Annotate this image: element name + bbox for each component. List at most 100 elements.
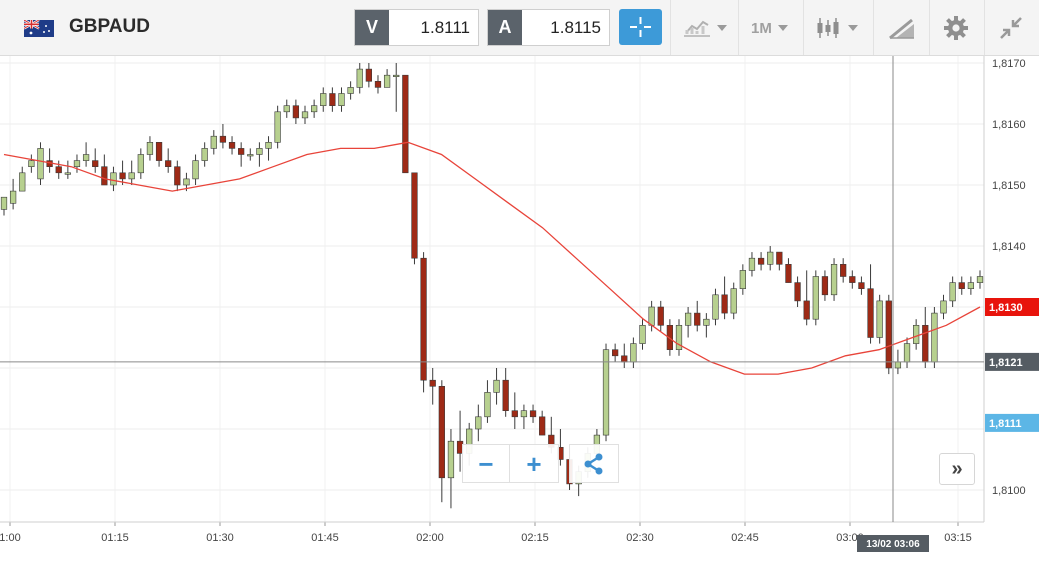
candle-up (712, 294, 719, 320)
candle-up (602, 349, 610, 436)
chevron-down-icon (777, 25, 788, 31)
candle-down (803, 300, 810, 320)
candle-up (648, 306, 655, 326)
crosshair-price-label: 1,8121 (989, 357, 1023, 369)
y-tick-label: 1,8100 (992, 485, 1026, 497)
candle-down (657, 306, 664, 326)
crosshair-button[interactable] (619, 9, 662, 45)
candle-up (256, 148, 263, 155)
candle-up (311, 105, 318, 113)
x-tick-label: 02:30 (626, 532, 654, 544)
candle-up (82, 154, 90, 161)
x-tick-label: 02:15 (521, 532, 549, 544)
ask-label: A (488, 10, 522, 45)
candle-down (292, 105, 300, 119)
candle-down (502, 379, 509, 412)
current-price-label: 1,8111 (989, 418, 1021, 430)
candle-up (812, 276, 819, 320)
toolbar: GBPAUD V 1.8111 A 1.8115 1M (0, 0, 1039, 56)
candle-down (438, 385, 445, 479)
candle-up (128, 172, 135, 180)
candle-up (931, 312, 938, 363)
candle-up (347, 87, 354, 94)
candle-down (411, 172, 418, 259)
candle-down (612, 349, 619, 357)
candle-up (639, 324, 646, 344)
candle-up (146, 142, 154, 155)
bid-label: V (355, 10, 389, 45)
candle-up (630, 343, 637, 363)
candle-up (767, 251, 774, 265)
chart-type-icon (684, 20, 710, 37)
zoom-in-button[interactable]: + (509, 444, 559, 483)
candle-down (365, 68, 372, 82)
ma-price-label: 1,8130 (989, 302, 1023, 314)
y-tick-label: 1,8160 (992, 119, 1026, 131)
candle-down (849, 276, 856, 283)
candle-down (785, 264, 792, 283)
settings-button[interactable] (943, 12, 969, 44)
candle-up (274, 111, 281, 143)
candle-up (703, 318, 710, 326)
candle-up (894, 361, 902, 369)
bid-price-button[interactable]: V 1.8111 (354, 9, 479, 46)
candle-up (210, 135, 217, 149)
share-button[interactable] (569, 444, 619, 483)
candle-up (265, 142, 272, 149)
plus-icon: + (526, 448, 542, 479)
collapse-button[interactable] (998, 12, 1024, 44)
x-tick-label: 01:45 (311, 532, 339, 544)
candle-up (73, 160, 81, 167)
chart-type-dropdown[interactable] (683, 12, 727, 44)
candle-up (520, 410, 528, 418)
x-tick-label: 03:15 (944, 532, 972, 544)
ask-value: 1.8115 (550, 17, 601, 37)
candle-up (28, 160, 35, 167)
settings-gear-icon (944, 16, 968, 40)
period-dropdown[interactable]: 1M (751, 12, 788, 44)
y-tick-label: 1,8150 (992, 180, 1026, 192)
candle-down (174, 166, 181, 186)
candle-up (356, 68, 363, 88)
candle-up (137, 154, 144, 174)
scroll-right-button[interactable]: » (939, 453, 975, 485)
ask-price-button[interactable]: A 1.8115 (487, 9, 610, 46)
candle-up (684, 312, 692, 326)
candle-down (757, 257, 765, 265)
candle-up (110, 172, 117, 186)
candle-down (329, 93, 336, 106)
drawing-tools-button[interactable] (888, 12, 916, 44)
x-tick-label: 02:45 (731, 532, 759, 544)
candle-up (949, 282, 956, 302)
candle-down (219, 135, 227, 143)
candle-up (247, 154, 254, 157)
candle-up (447, 440, 455, 479)
chevron-down-icon (848, 25, 858, 31)
ma-price-label-bg (985, 298, 1039, 316)
candle-down (238, 148, 245, 155)
candle-up (493, 379, 500, 393)
candle-up (967, 282, 975, 290)
zoom-out-button[interactable]: − (462, 444, 510, 483)
candle-up (19, 172, 26, 192)
candle-up (484, 392, 491, 418)
candle-down (885, 300, 892, 369)
candle-down (165, 160, 172, 167)
x-tick-label: 1:00 (0, 532, 21, 544)
candle-up (183, 178, 190, 186)
candle-down (958, 282, 965, 290)
x-tick-label: 03:00 (836, 532, 864, 544)
candle-up (283, 105, 290, 113)
minus-icon: − (478, 448, 494, 479)
crosshair-price-label-bg (985, 352, 1039, 371)
candle-up (830, 264, 838, 296)
drawing-tools-icon (889, 18, 914, 40)
period-label: 1M (751, 19, 772, 37)
candle-down (858, 282, 865, 290)
candle-down (621, 355, 628, 363)
candle-up (739, 270, 746, 289)
candle-style-dropdown[interactable] (816, 12, 858, 44)
instrument-symbol: GBPAUD (69, 16, 150, 37)
y-tick-label: 1,8170 (992, 58, 1026, 70)
candle-down (155, 142, 163, 161)
